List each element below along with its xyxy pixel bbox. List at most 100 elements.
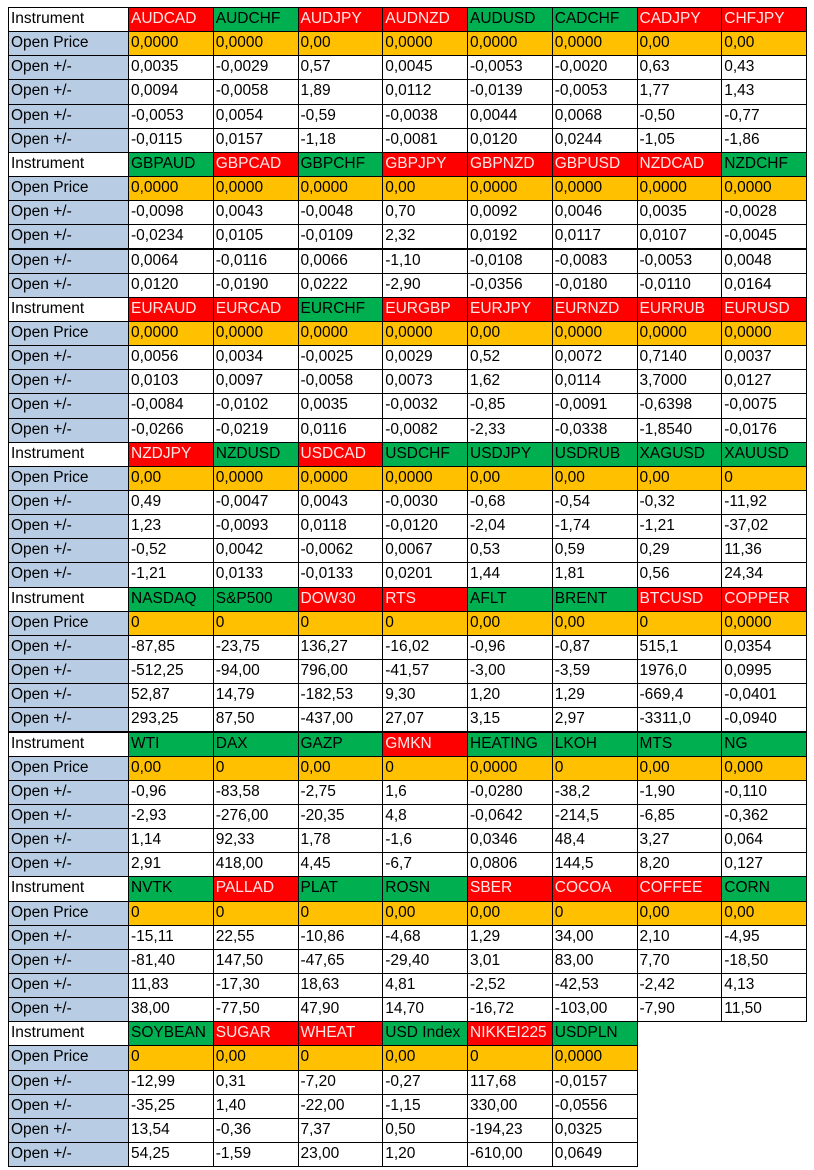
change-value: 1,81 bbox=[551, 562, 638, 588]
instrument-name: USD Index bbox=[382, 1021, 468, 1047]
instrument-name: GMKN bbox=[382, 731, 468, 757]
open-price: 0,0000 bbox=[721, 176, 807, 202]
change-value: 0,0116 bbox=[297, 417, 384, 443]
change-value: 0,50 bbox=[382, 1117, 468, 1144]
change-value: -0,50 bbox=[636, 103, 723, 129]
change-value: -0,54 bbox=[551, 490, 638, 516]
change-value: -0,0356 bbox=[467, 272, 553, 298]
row-label: Open +/- bbox=[8, 948, 129, 974]
change-value: 0,0995 bbox=[721, 659, 807, 685]
change-value: 18,63 bbox=[297, 973, 384, 999]
change-value: -0,0062 bbox=[297, 538, 384, 564]
change-value: -0,0038 bbox=[382, 103, 468, 129]
open-price: 0,00 bbox=[382, 176, 468, 202]
change-value: -0,0219 bbox=[212, 417, 299, 443]
change-value: -0,0401 bbox=[721, 683, 807, 709]
change-value: -103,00 bbox=[551, 997, 638, 1023]
change-value: -0,0108 bbox=[467, 248, 553, 274]
change-value: 0,0048 bbox=[721, 248, 807, 274]
row-label: Open +/- bbox=[8, 924, 129, 950]
change-value: 0,0201 bbox=[382, 562, 468, 588]
change-value: -0,0102 bbox=[212, 393, 299, 419]
instrument-name: SOYBEAN bbox=[128, 1021, 214, 1047]
change-value: 0,0042 bbox=[212, 538, 299, 564]
open-price: 0,0000 bbox=[297, 320, 384, 347]
change-value: 2,97 bbox=[551, 707, 638, 733]
instrument-name: NZDCHF bbox=[721, 151, 807, 178]
open-price: 0,00 bbox=[212, 1045, 299, 1071]
change-value: -3,00 bbox=[467, 659, 553, 685]
change-value: -0,0048 bbox=[297, 200, 384, 226]
change-value: 0,0035 bbox=[128, 55, 214, 81]
row-label: Open +/- bbox=[8, 345, 129, 371]
change-value: -18,50 bbox=[721, 948, 807, 974]
instrument-name: CADCHF bbox=[551, 7, 638, 33]
change-value: -0,0940 bbox=[721, 707, 807, 733]
change-value: 0,0114 bbox=[551, 369, 638, 395]
change-value: 11,50 bbox=[721, 997, 807, 1023]
instrument-name: NZDJPY bbox=[128, 441, 214, 467]
change-value: -1,86 bbox=[721, 127, 807, 153]
open-price: 0,00 bbox=[382, 1045, 468, 1071]
change-value: -0,0029 bbox=[212, 55, 299, 81]
instrument-name: COFFEE bbox=[636, 876, 723, 902]
instrument-name: EURRUB bbox=[636, 296, 723, 322]
change-value: 54,25 bbox=[128, 1142, 214, 1168]
change-value: -0,0556 bbox=[551, 1093, 638, 1119]
change-value: -3,59 bbox=[551, 659, 638, 685]
row-label: Open +/- bbox=[8, 683, 129, 709]
row-label: Open +/- bbox=[8, 779, 129, 805]
instrument-name: LKOH bbox=[551, 731, 638, 757]
instrument-name: SBER bbox=[467, 876, 553, 902]
header-label: Instrument bbox=[8, 586, 129, 612]
open-price: 0,00 bbox=[297, 755, 384, 781]
row-label: Open +/- bbox=[8, 490, 129, 516]
change-value: 0,0066 bbox=[297, 248, 384, 274]
instrument-name: NZDCAD bbox=[636, 151, 723, 178]
change-value: 2,91 bbox=[128, 852, 214, 878]
row-label: Open +/- bbox=[8, 79, 129, 105]
change-value: 3,01 bbox=[467, 948, 553, 974]
change-value: 4,13 bbox=[721, 973, 807, 999]
change-value: -23,75 bbox=[212, 634, 299, 661]
instrument-name: EURNZD bbox=[551, 296, 638, 322]
change-value: -20,35 bbox=[297, 803, 384, 830]
change-value: 0,0222 bbox=[297, 272, 384, 298]
change-value: -2,90 bbox=[382, 272, 468, 298]
change-value: -6,85 bbox=[636, 803, 723, 830]
change-value: -7,90 bbox=[636, 997, 723, 1023]
instrument-name: DAX bbox=[212, 731, 299, 757]
change-value: 0,0035 bbox=[636, 200, 723, 226]
change-value: 0,0105 bbox=[212, 224, 299, 250]
change-value: -41,57 bbox=[382, 659, 468, 685]
change-value: 418,00 bbox=[212, 852, 299, 878]
open-price: 0,0000 bbox=[551, 176, 638, 202]
open-price: 0,00 bbox=[721, 31, 807, 57]
change-value: -83,58 bbox=[212, 779, 299, 805]
instrument-name: GAZP bbox=[297, 731, 384, 757]
open-price: 0,0000 bbox=[467, 31, 553, 57]
change-value: 23,00 bbox=[297, 1142, 384, 1168]
instrument-name: MTS bbox=[636, 731, 723, 757]
row-label: Open +/- bbox=[8, 103, 129, 129]
change-value: 7,70 bbox=[636, 948, 723, 974]
instrument-name: GBPCHF bbox=[297, 151, 384, 178]
row-label: Open Price bbox=[8, 465, 129, 491]
change-value: -0,0120 bbox=[382, 514, 468, 540]
change-value: -0,362 bbox=[721, 803, 807, 830]
change-value: 0,0056 bbox=[128, 345, 214, 371]
change-value: -1,59 bbox=[212, 1142, 299, 1168]
instrument-name: AUDNZD bbox=[382, 7, 468, 33]
change-value: -1,15 bbox=[382, 1093, 468, 1119]
instrument-name: GBPUSD bbox=[551, 151, 638, 178]
change-value: -35,25 bbox=[128, 1093, 214, 1119]
change-value: -15,11 bbox=[128, 924, 214, 950]
change-value: -42,53 bbox=[551, 973, 638, 999]
change-value: 0,0192 bbox=[467, 224, 553, 250]
change-value: -12,99 bbox=[128, 1069, 214, 1095]
open-price: 0,00 bbox=[467, 610, 553, 636]
open-price: 0 bbox=[128, 900, 214, 926]
row-label: Open +/- bbox=[8, 1142, 129, 1168]
open-price: 0,00 bbox=[467, 900, 553, 926]
open-price: 0,0000 bbox=[212, 320, 299, 347]
